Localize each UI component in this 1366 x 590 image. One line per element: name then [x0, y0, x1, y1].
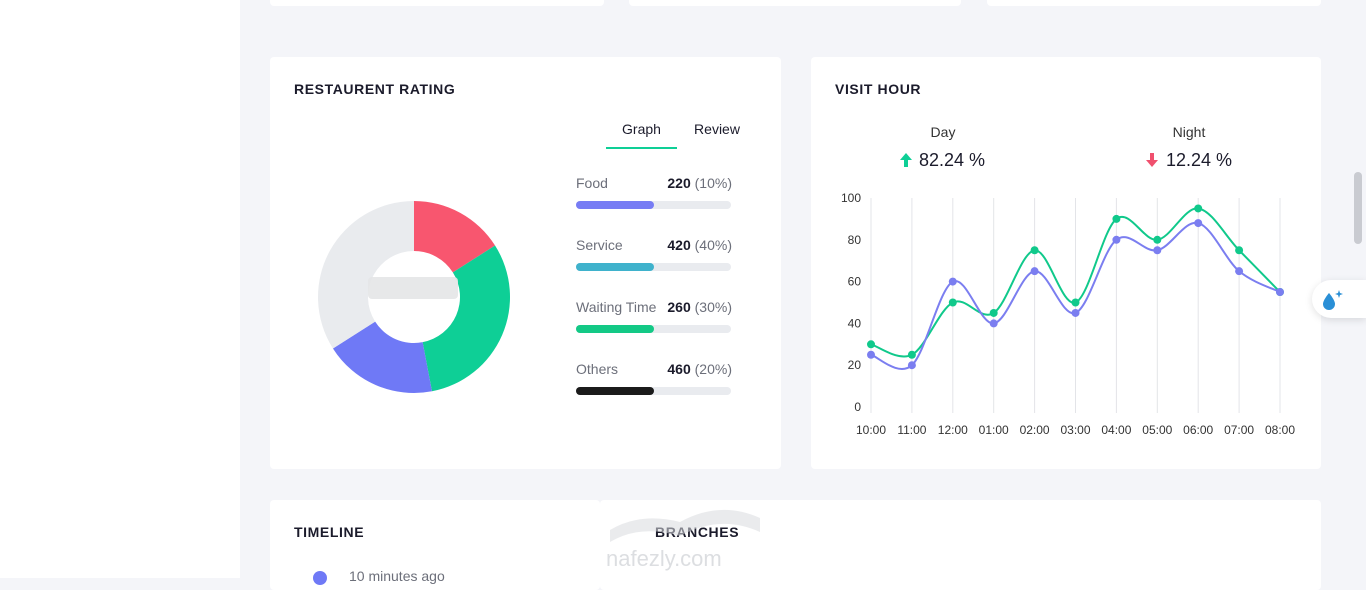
data-point[interactable]: [1276, 288, 1284, 297]
y-tick-label: 20: [848, 358, 862, 372]
data-point[interactable]: [1071, 308, 1080, 317]
rating-value: 420 (40%): [667, 237, 732, 253]
left-blank-area: [0, 0, 240, 578]
tab-review[interactable]: Review: [694, 121, 740, 137]
visit-hour-line-chart: 10:00 11:00 12:00 01:00 02:00 03:00 04:00 05:00…: [841, 191, 1295, 437]
top-card-3: [987, 0, 1321, 6]
rating-progress-track: [576, 201, 731, 209]
rating-progress-fill: [576, 387, 654, 395]
scrollbar-thumb[interactable]: [1354, 172, 1362, 244]
data-point[interactable]: [1071, 298, 1080, 307]
rating-progress-fill: [576, 263, 654, 271]
x-tick-label: 10:00: [856, 423, 886, 437]
x-tick-label: 08:00: [1265, 423, 1295, 437]
day-label: Day: [930, 124, 956, 140]
data-point[interactable]: [948, 298, 957, 307]
night-label: Night: [1172, 124, 1206, 140]
rating-label: Others: [576, 361, 619, 377]
rating-progress-track: [576, 387, 731, 395]
data-point[interactable]: [1153, 246, 1162, 255]
x-tick-label: 04:00: [1101, 423, 1131, 437]
card-title: BRANCHES: [655, 524, 740, 540]
rating-value: 460 (20%): [667, 361, 732, 377]
timeline-dot: [313, 571, 327, 585]
night-value: 12.24 %: [1166, 150, 1233, 170]
timeline-card: TIMELINE 10 minutes ago: [270, 500, 600, 590]
water-drop-sparkle-icon: [1323, 290, 1343, 310]
x-tick-label: 11:00: [897, 423, 926, 437]
data-point[interactable]: [867, 350, 875, 359]
visit-hour-card: VISIT HOUR Day 82.24 % Night 12.24 % 10:…: [811, 57, 1321, 469]
card-title: TIMELINE: [294, 524, 365, 540]
data-point[interactable]: [1112, 214, 1121, 223]
rating-progress-fill: [576, 325, 654, 333]
rating-progress-fill: [576, 201, 654, 209]
donut-slice-0[interactable]: [414, 201, 496, 273]
restaurant-rating-card: RESTAURENT RATING Graph Review Food 220 …: [270, 57, 781, 469]
arrow-down-icon: [1146, 153, 1158, 167]
rating-label: Food: [576, 175, 608, 191]
data-point[interactable]: [1112, 235, 1121, 244]
rating-item-food: Food 220 (10%): [576, 175, 732, 219]
x-tick-label: 01:00: [979, 423, 1009, 437]
data-point[interactable]: [948, 277, 957, 286]
donut-slice-2[interactable]: [332, 321, 432, 393]
y-tick-label: 80: [848, 233, 862, 247]
top-card-1: [270, 0, 604, 6]
donut-slice-1[interactable]: [422, 245, 510, 392]
rating-value: 220 (10%): [667, 175, 732, 191]
page-scrollbar[interactable]: [1352, 0, 1366, 578]
data-point[interactable]: [1194, 204, 1203, 213]
day-value: 82.24 %: [919, 150, 986, 170]
donut-slice-3[interactable]: [318, 201, 414, 349]
x-tick-label: 03:00: [1060, 423, 1090, 437]
x-tick-label: 12:00: [938, 423, 968, 437]
rating-item-others: Others 460 (20%): [576, 361, 732, 405]
tab-graph[interactable]: Graph: [606, 109, 677, 149]
data-point[interactable]: [907, 350, 916, 359]
data-point[interactable]: [1235, 267, 1244, 276]
x-tick-label: 05:00: [1142, 423, 1172, 437]
data-point[interactable]: [989, 319, 998, 328]
data-point[interactable]: [1153, 235, 1162, 244]
rating-tabs: Graph Review: [606, 109, 762, 149]
donut-tooltip: [368, 277, 458, 299]
y-tick-label: 60: [848, 275, 862, 289]
branches-card: BRANCHES: [600, 500, 1321, 590]
y-tick-label: 0: [854, 400, 861, 414]
card-title: VISIT HOUR: [835, 81, 922, 97]
y-tick-label: 40: [848, 316, 862, 330]
rating-item-service: Service 420 (40%): [576, 237, 732, 281]
top-card-2: [629, 0, 961, 6]
rating-item-waiting-time: Waiting Time 260 (30%): [576, 299, 732, 343]
rating-progress-track: [576, 325, 731, 333]
data-point[interactable]: [907, 361, 916, 370]
arrow-up-icon: [900, 153, 912, 167]
timeline-time: 10 minutes ago: [349, 568, 445, 584]
rating-value: 260 (30%): [667, 299, 732, 315]
x-tick-label: 02:00: [1020, 423, 1050, 437]
data-point[interactable]: [989, 308, 998, 317]
data-point[interactable]: [1194, 219, 1203, 228]
data-point[interactable]: [1030, 267, 1039, 276]
card-title: RESTAURENT RATING: [294, 81, 456, 97]
data-point[interactable]: [867, 340, 875, 349]
x-tick-label: 06:00: [1183, 423, 1213, 437]
data-point[interactable]: [1030, 246, 1039, 255]
rating-label: Service: [576, 237, 623, 253]
y-tick-label: 100: [841, 191, 861, 205]
rating-label: Waiting Time: [576, 299, 657, 315]
rating-donut-chart: [318, 201, 510, 393]
x-tick-label: 07:00: [1224, 423, 1254, 437]
theme-customizer-button[interactable]: [1312, 280, 1366, 318]
data-point[interactable]: [1235, 246, 1244, 255]
rating-progress-track: [576, 263, 731, 271]
